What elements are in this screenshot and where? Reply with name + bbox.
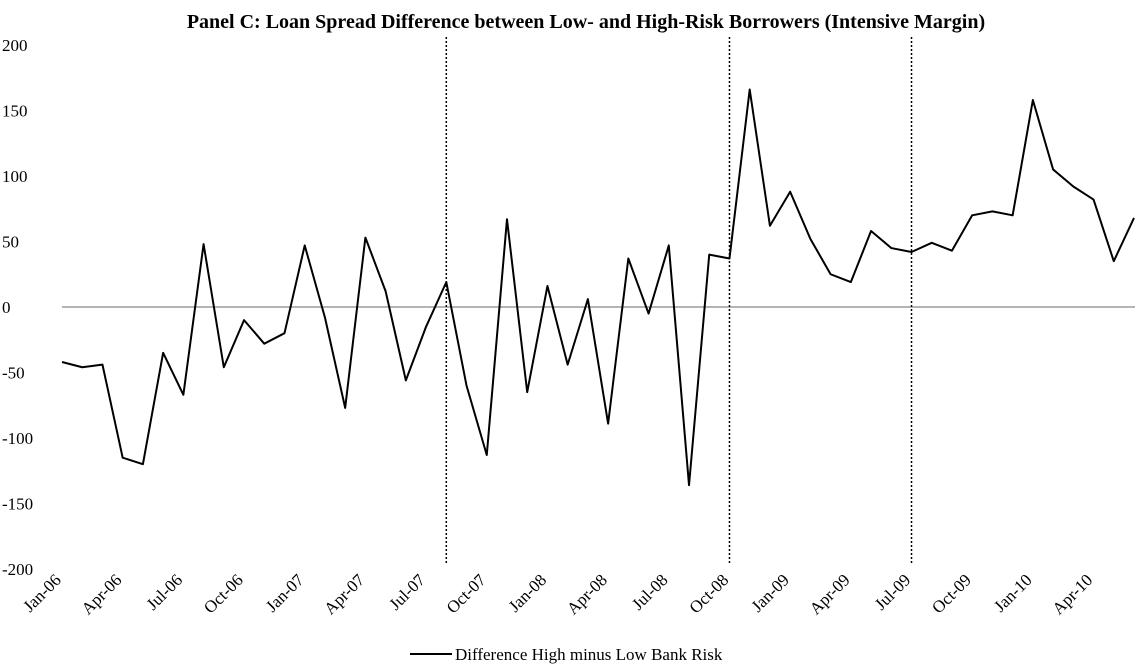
x-tick-label: Jul-07 [385, 570, 429, 614]
x-tick-label: Apr-09 [806, 570, 854, 618]
x-tick-label: Apr-08 [563, 570, 611, 618]
x-tick-label: Jan-10 [990, 570, 1035, 615]
x-tick-label: Oct-06 [200, 570, 247, 617]
legend-label: Difference High minus Low Bank Risk [455, 645, 723, 664]
x-tick-label: Jan-07 [262, 570, 308, 616]
y-tick-label: -200 [2, 560, 33, 579]
y-tick-label: 200 [2, 36, 28, 55]
y-tick-label: 0 [2, 298, 11, 317]
y-tick-label: 100 [2, 167, 28, 186]
x-tick-label: Jan-08 [505, 570, 550, 615]
y-tick-label: 50 [2, 233, 19, 252]
x-tick-label: Jan-09 [747, 570, 792, 615]
x-tick-label: Jul-08 [628, 570, 671, 613]
x-tick-label: Jul-09 [871, 570, 914, 613]
x-tick-label: Apr-06 [78, 570, 126, 618]
y-tick-label: -100 [2, 429, 33, 448]
x-tick-label: Apr-10 [1048, 570, 1096, 618]
y-tick-label: -50 [2, 364, 25, 383]
data-line [61, 88, 1135, 487]
y-tick-label: 150 [2, 102, 28, 121]
x-tick-label: Oct-09 [928, 570, 975, 617]
y-tick-label: -150 [2, 495, 33, 514]
x-tick-label: Oct-07 [443, 570, 490, 617]
x-tick-label: Jul-06 [143, 570, 186, 613]
chart-title: Panel C: Loan Spread Difference between … [187, 11, 985, 33]
x-tick-label: Oct-08 [685, 570, 732, 617]
x-tick-label: Apr-07 [320, 570, 368, 618]
